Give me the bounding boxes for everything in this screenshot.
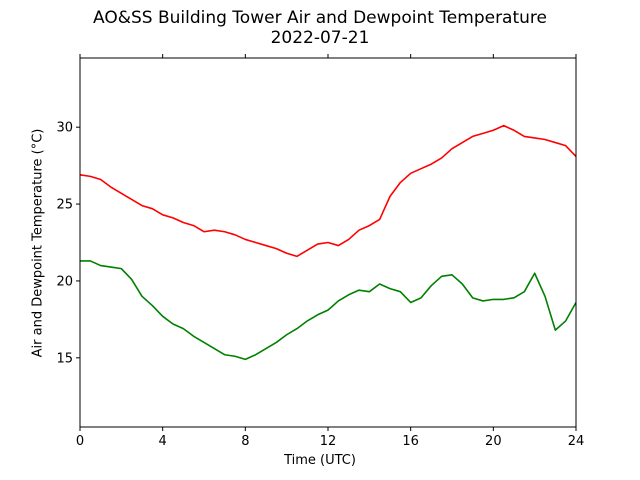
y-axis-label: Air and Dewpoint Temperature (°C) (30, 128, 46, 358)
chart-subtitle: 2022-07-21 (270, 28, 370, 48)
y-tick-label: 30 (56, 121, 73, 136)
x-tick-label: 4 (159, 434, 167, 449)
x-axis-label: Time (UTC) (284, 453, 356, 468)
ticks-layer: 0 4 8 12 16 20 24 15 20 25 30 (56, 54, 584, 449)
y-tick-label: 20 (56, 274, 73, 289)
series-line-0 (79, 124, 577, 258)
y-tick-label: 15 (56, 351, 73, 366)
x-tick-label: 8 (241, 434, 249, 449)
series-line-1 (80, 260, 577, 361)
y-tick-label: 25 (56, 198, 73, 213)
x-tick-label: 0 (76, 434, 84, 449)
x-tick-label: 20 (485, 434, 502, 449)
x-tick-label: 16 (402, 434, 419, 449)
x-tick-label: 24 (568, 434, 585, 449)
x-tick-label: 12 (320, 434, 337, 449)
plot-frame (79, 57, 577, 428)
series-layer (79, 124, 577, 361)
chart-title: AO&SS Building Tower Air and Dewpoint Te… (92, 8, 547, 28)
